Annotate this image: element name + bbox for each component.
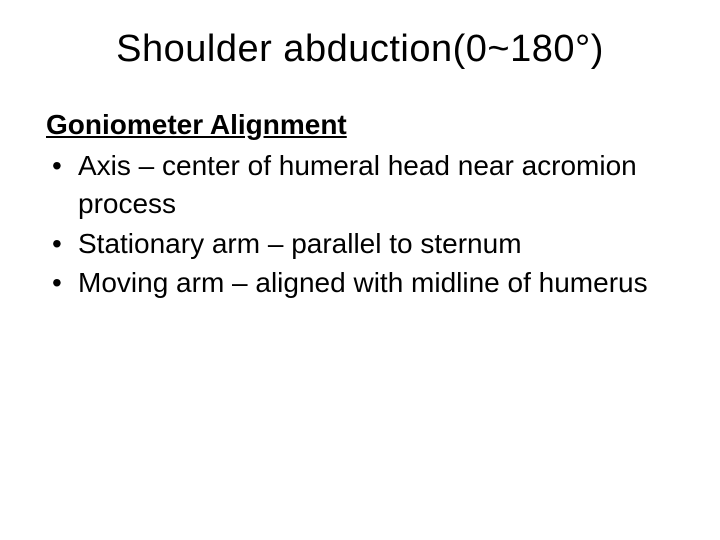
bullet-item: Axis – center of humeral head near acrom… xyxy=(46,147,680,223)
section-heading: Goniometer Alignment xyxy=(40,109,680,141)
bullet-item: Stationary arm – parallel to sternum xyxy=(46,225,680,263)
slide-container: Shoulder abduction(0~180°) Goniometer Al… xyxy=(0,0,720,540)
slide-title: Shoulder abduction(0~180°) xyxy=(40,28,680,71)
bullet-list: Axis – center of humeral head near acrom… xyxy=(40,147,680,302)
bullet-item: Moving arm – aligned with midline of hum… xyxy=(46,264,680,302)
